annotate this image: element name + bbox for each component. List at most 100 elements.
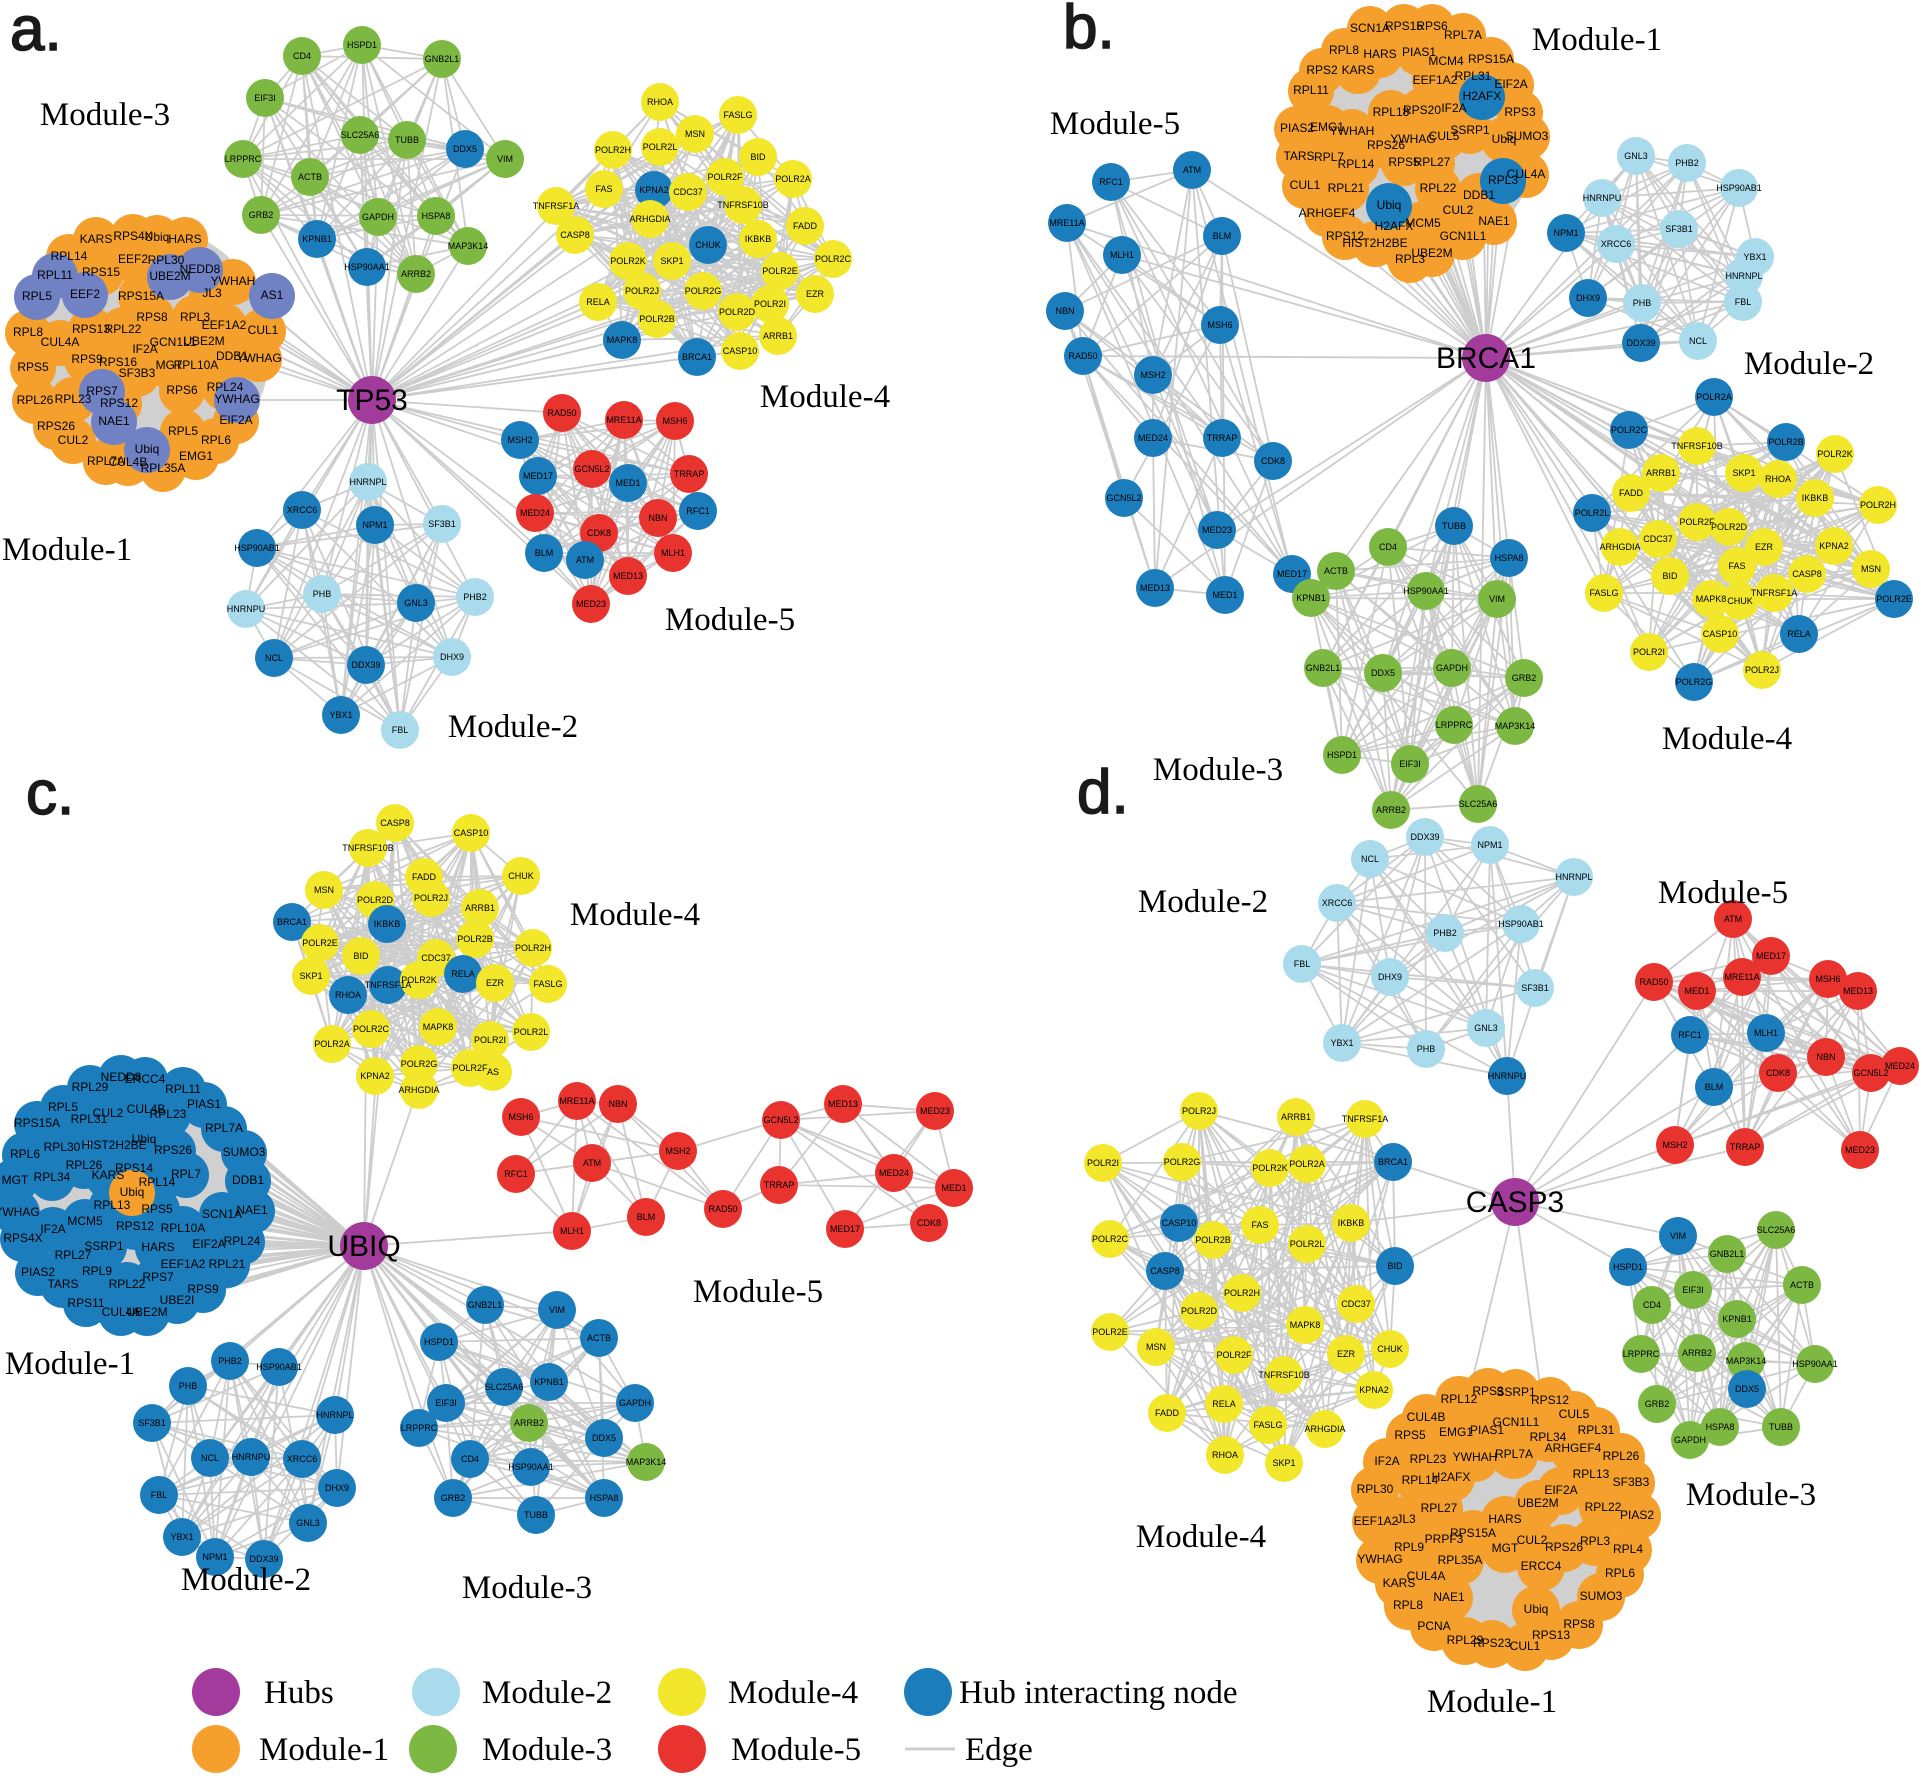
svg-text:SSRP1: SSRP1 <box>1496 1385 1536 1399</box>
svg-text:RPS6: RPS6 <box>166 383 198 397</box>
svg-text:POLR2L: POLR2L <box>514 1027 549 1037</box>
svg-text:KPNB1: KPNB1 <box>1296 593 1326 603</box>
svg-text:CUL5: CUL5 <box>1429 129 1460 143</box>
svg-text:RPS8: RPS8 <box>1563 1617 1595 1631</box>
svg-text:LRPPRC: LRPPRC <box>225 154 262 164</box>
svg-text:MED1: MED1 <box>1212 590 1237 600</box>
svg-text:VIM: VIM <box>497 154 513 164</box>
svg-text:POLR2D: POLR2D <box>1181 1306 1218 1316</box>
svg-text:Module-5: Module-5 <box>693 1274 823 1310</box>
svg-text:CDK8: CDK8 <box>1261 456 1285 466</box>
svg-text:MED1: MED1 <box>615 478 640 488</box>
svg-text:RPL18: RPL18 <box>1373 105 1410 119</box>
svg-text:TARS: TARS <box>47 1277 78 1291</box>
svg-text:RPS12: RPS12 <box>100 396 138 410</box>
svg-text:POLR2H: POLR2H <box>515 943 551 953</box>
svg-text:POLR2A: POLR2A <box>1696 392 1732 402</box>
svg-text:SF3B3: SF3B3 <box>119 366 156 380</box>
svg-text:CASP10: CASP10 <box>454 828 489 838</box>
svg-text:RPL23: RPL23 <box>1410 1452 1447 1466</box>
svg-text:IKBKB: IKBKB <box>1338 1218 1365 1228</box>
svg-text:RPS13: RPS13 <box>1532 1628 1570 1642</box>
svg-text:CD4: CD4 <box>1379 542 1397 552</box>
svg-text:POLR2B: POLR2B <box>1768 437 1804 447</box>
svg-text:ACTB: ACTB <box>1790 1280 1814 1290</box>
svg-text:RPS5: RPS5 <box>1394 1428 1426 1442</box>
svg-text:RPS23: RPS23 <box>1473 1636 1511 1650</box>
svg-text:YWHAH: YWHAH <box>1453 1450 1498 1464</box>
svg-text:KARS: KARS <box>1383 1576 1416 1590</box>
svg-text:HSP90AA1: HSP90AA1 <box>1403 586 1449 596</box>
svg-text:MSH2: MSH2 <box>1140 370 1165 380</box>
svg-text:RPL14: RPL14 <box>1402 1473 1439 1487</box>
svg-text:POLR2L: POLR2L <box>643 142 678 152</box>
svg-text:RPL26: RPL26 <box>17 393 54 407</box>
svg-text:BLM: BLM <box>535 548 554 558</box>
svg-text:FAS: FAS <box>1251 1220 1268 1230</box>
svg-text:RHOA: RHOA <box>1212 1450 1238 1460</box>
svg-text:UBE2M: UBE2M <box>1411 246 1452 260</box>
svg-text:MCM5: MCM5 <box>1405 216 1441 230</box>
svg-text:RPS15A: RPS15A <box>118 289 164 303</box>
svg-text:ERCC4: ERCC4 <box>1521 1559 1562 1573</box>
svg-text:TNFRSF1A: TNFRSF1A <box>1751 588 1798 598</box>
svg-text:TNFRSF1A: TNFRSF1A <box>365 980 412 990</box>
svg-text:GNL3: GNL3 <box>296 1518 320 1528</box>
svg-text:RHOA: RHOA <box>1765 474 1791 484</box>
svg-text:MED24: MED24 <box>879 1168 909 1178</box>
svg-text:RPS15A: RPS15A <box>14 1116 60 1130</box>
svg-text:VIM: VIM <box>549 1305 565 1315</box>
svg-text:HSPD1: HSPD1 <box>1613 1262 1643 1272</box>
svg-text:HNRNPU: HNRNPU <box>1583 193 1622 203</box>
svg-text:NAE1: NAE1 <box>1478 214 1510 228</box>
svg-text:KPNA2: KPNA2 <box>639 185 669 195</box>
svg-text:POLR2D: POLR2D <box>357 895 394 905</box>
svg-text:EZR: EZR <box>486 978 505 988</box>
svg-text:EZR: EZR <box>1755 542 1774 552</box>
svg-text:Module-1: Module-1 <box>5 1346 135 1382</box>
svg-text:RPS5: RPS5 <box>17 360 49 374</box>
svg-text:FBL: FBL <box>392 725 409 735</box>
svg-text:HNRNPL: HNRNPL <box>349 477 386 487</box>
svg-text:MAPK8: MAPK8 <box>1696 594 1727 604</box>
svg-text:RPL7A: RPL7A <box>1495 1447 1533 1461</box>
svg-text:BLM: BLM <box>1213 231 1232 241</box>
svg-text:RPL3: RPL3 <box>1580 1534 1610 1548</box>
svg-text:MLH1: MLH1 <box>560 1226 584 1236</box>
svg-text:TNFRSF10B: TNFRSF10B <box>717 200 769 210</box>
svg-text:POLR2B: POLR2B <box>1195 1235 1231 1245</box>
svg-text:CDC37: CDC37 <box>421 953 451 963</box>
svg-text:POLR2G: POLR2G <box>1164 1157 1201 1167</box>
svg-text:EZR: EZR <box>1337 1349 1356 1359</box>
svg-text:MLH1: MLH1 <box>1754 1028 1778 1038</box>
svg-text:BID: BID <box>353 951 369 961</box>
svg-text:TUBB: TUBB <box>524 1510 548 1520</box>
svg-text:NEDD8: NEDD8 <box>180 262 221 276</box>
svg-text:HARS: HARS <box>1363 47 1396 61</box>
svg-text:ARRB2: ARRB2 <box>401 269 431 279</box>
svg-text:MED24: MED24 <box>1885 1061 1915 1071</box>
svg-text:RPL27: RPL27 <box>1414 155 1451 169</box>
svg-text:ARRB1: ARRB1 <box>465 903 495 913</box>
svg-text:RPS26: RPS26 <box>1545 1540 1583 1554</box>
svg-text:PIAS2: PIAS2 <box>21 1265 55 1279</box>
svg-text:HARS: HARS <box>1488 1512 1521 1526</box>
svg-text:MGT: MGT <box>156 358 183 372</box>
svg-text:Module-3: Module-3 <box>482 1732 612 1768</box>
svg-text:Module-4: Module-4 <box>1136 1519 1266 1555</box>
svg-text:MAP3K14: MAP3K14 <box>1726 1356 1767 1366</box>
svg-text:KPNB1: KPNB1 <box>534 1377 564 1387</box>
svg-text:POLR2L: POLR2L <box>1575 508 1610 518</box>
svg-text:RPL3: RPL3 <box>180 310 210 324</box>
svg-text:ATM: ATM <box>576 555 594 565</box>
svg-text:MRE11A: MRE11A <box>1049 218 1084 228</box>
svg-text:SSRP1: SSRP1 <box>84 1239 124 1253</box>
svg-text:EIF3I: EIF3I <box>1682 1285 1704 1295</box>
svg-text:ERCC4: ERCC4 <box>125 1072 166 1086</box>
svg-text:TNFRSF10B: TNFRSF10B <box>1671 441 1723 451</box>
svg-text:HNRNPL: HNRNPL <box>1555 872 1592 882</box>
svg-text:CASP8: CASP8 <box>1150 1266 1180 1276</box>
svg-text:POLR2A: POLR2A <box>1289 1159 1325 1169</box>
svg-text:H2AFX: H2AFX <box>1463 89 1502 103</box>
svg-text:Module-2: Module-2 <box>1744 346 1874 382</box>
